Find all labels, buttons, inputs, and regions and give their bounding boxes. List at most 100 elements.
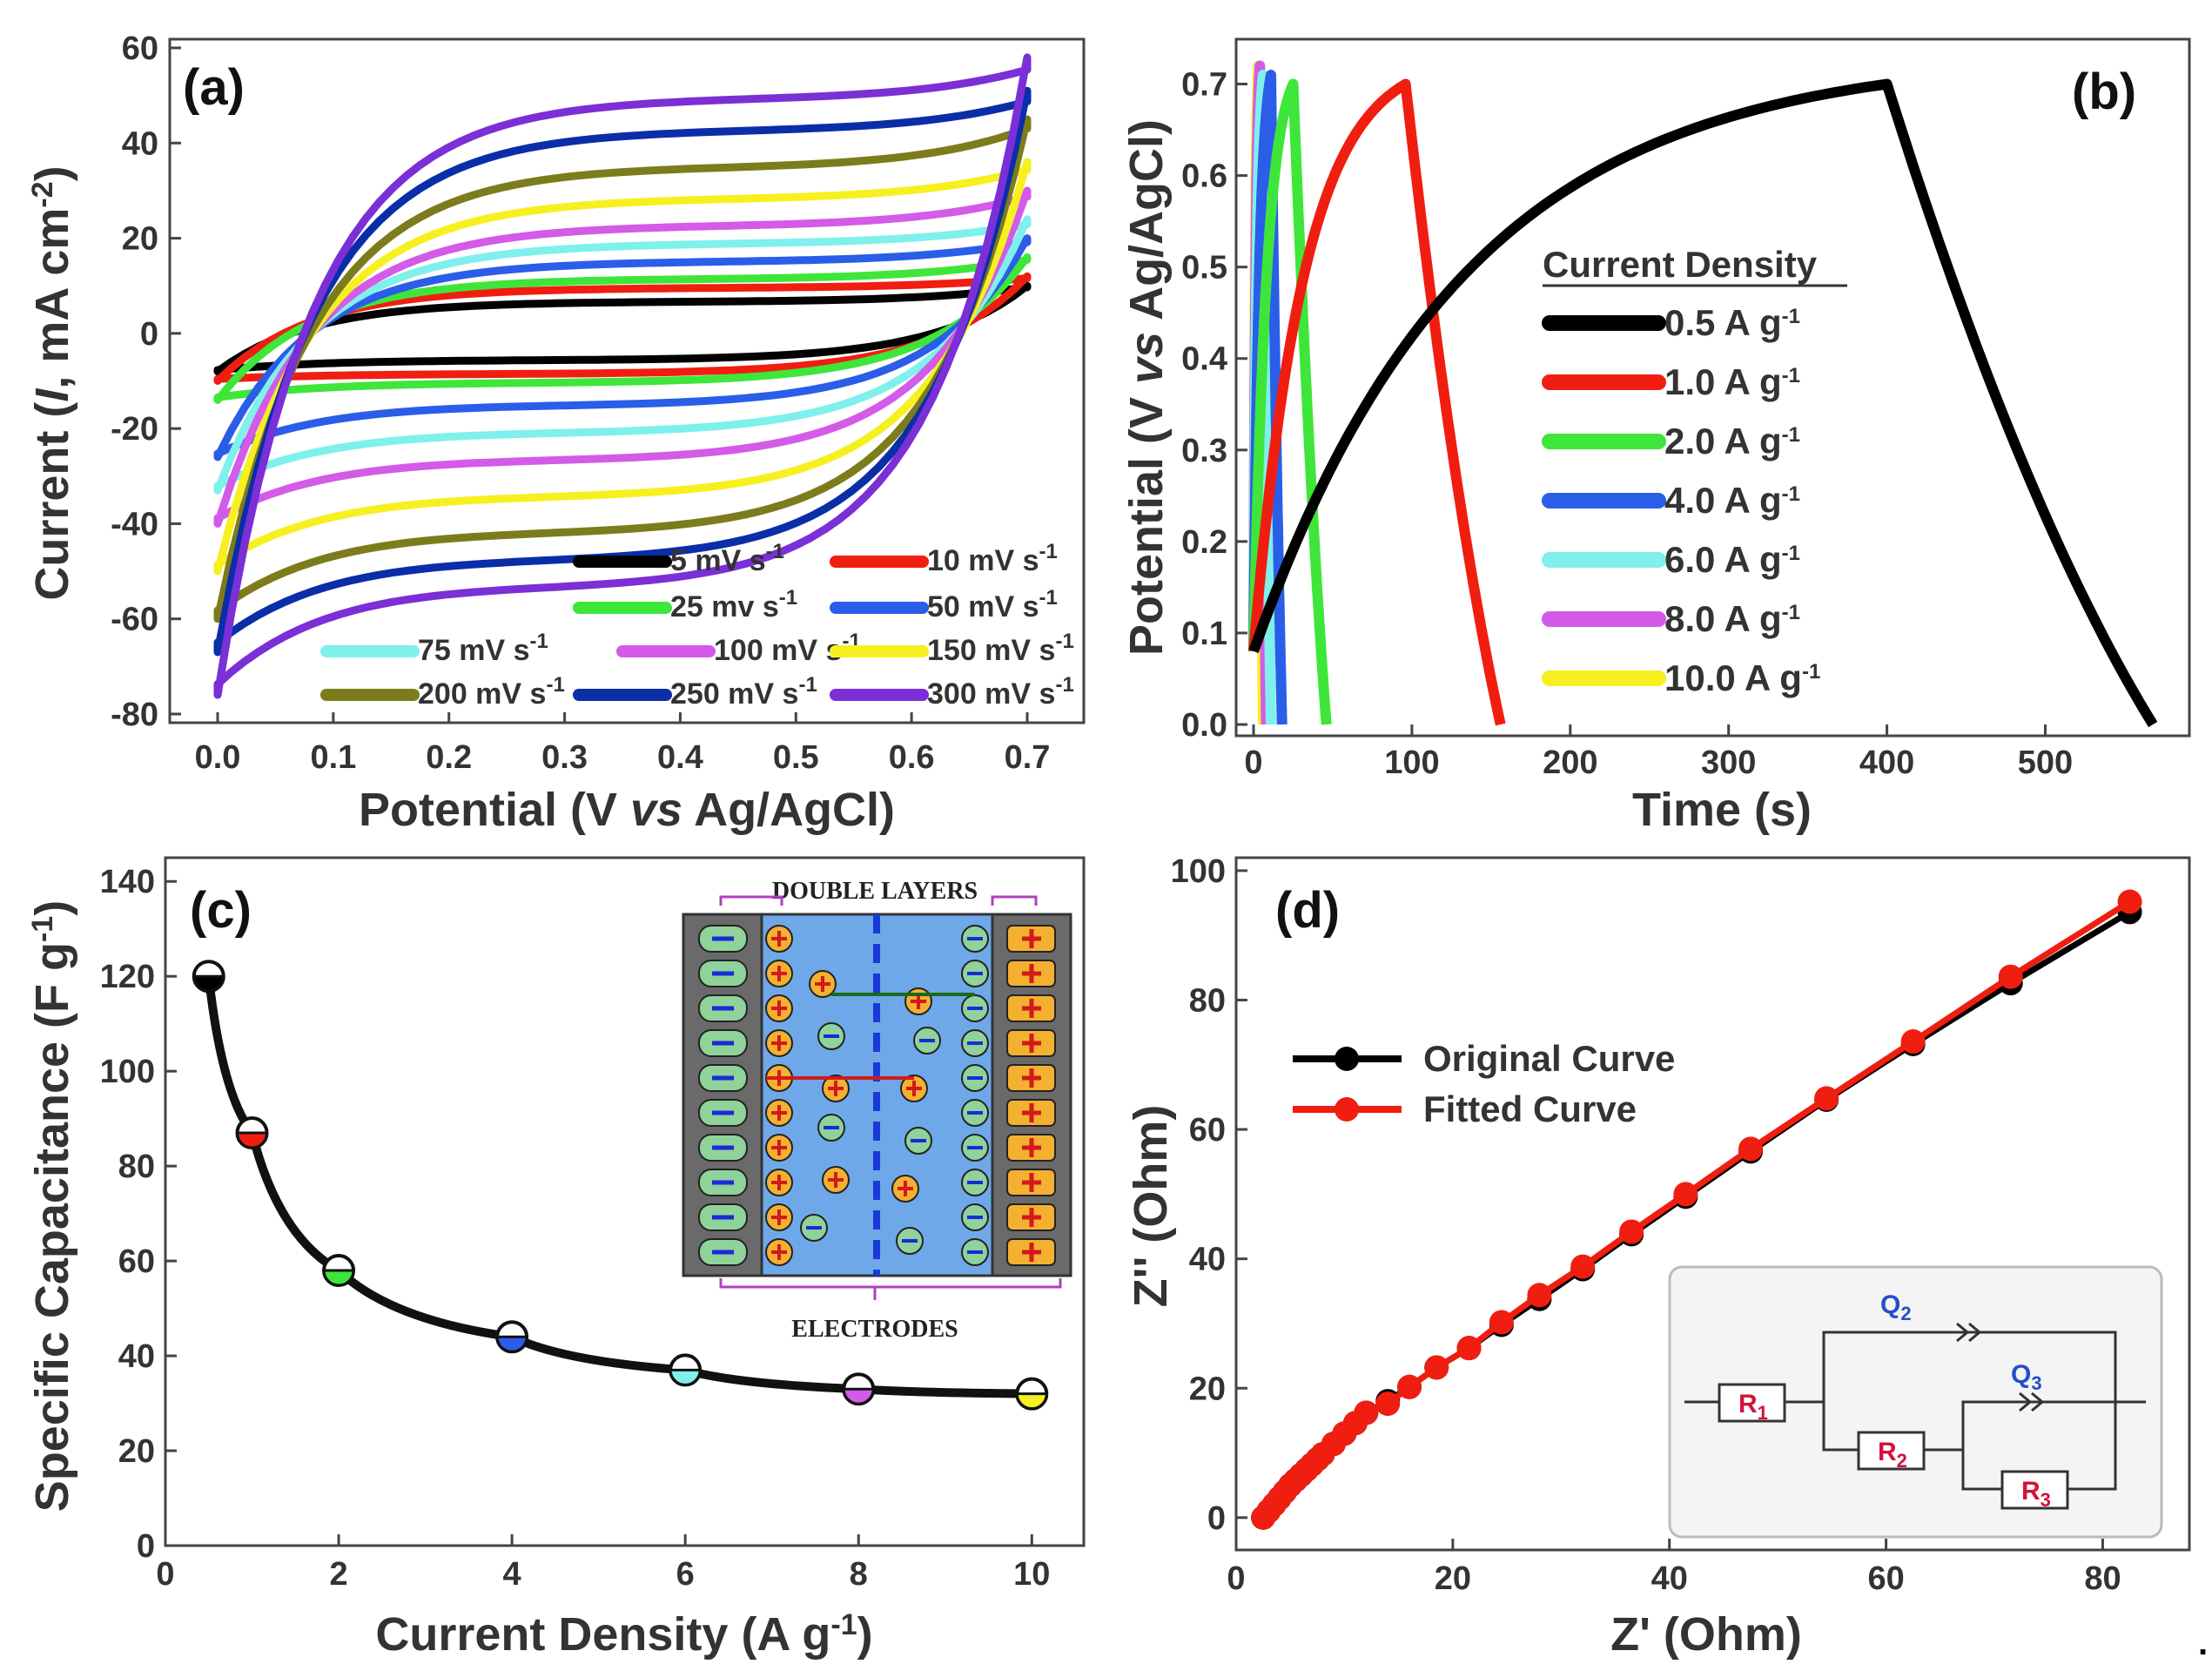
panel-c-label: (c): [190, 882, 252, 939]
panel-d-circuit-r1-label: R1: [1738, 1390, 1768, 1424]
panel-a-legend-entry-sup: -1: [530, 630, 548, 653]
panel-d-circuit-r1-label-text: R: [1738, 1390, 1758, 1418]
panel-c-xtick-label: 6: [676, 1556, 695, 1593]
panel-b-gcd-curve: [1248, 70, 1288, 725]
panel-a-legend-entry: 25 mv s-1: [670, 586, 797, 623]
panel-d-series-point: [1570, 1254, 1596, 1279]
panel-c-curves: [192, 960, 1049, 1411]
panel-a-ytick-label: 0: [140, 316, 158, 353]
panel-d-ytick-label: 20: [1189, 1371, 1226, 1407]
panel-b-legend-entry-text: 2.0 A g: [1664, 421, 1782, 462]
panel-d-circuit-resistor: [1857, 1431, 1926, 1471]
panel-a-legend-entry: 100 mV s-1: [714, 630, 861, 667]
panel-d-circuit-r3-label: R3: [2021, 1477, 2051, 1511]
panel-d-series-point: [1489, 1310, 1514, 1335]
panel-c-xlabel: Current Density (A g-1): [375, 1608, 872, 1661]
panel-a: 0.0 0.1 0.2 0.3 0.4 0.5 0.6 0.7 -80 -60 -40 -20 0 20 4…: [26, 30, 1086, 836]
panel-a-legend-entry-sup: -1: [766, 540, 784, 563]
panel-d-circuit-q3-label-text: Q: [2011, 1360, 2031, 1389]
panel-a-xtick-label: 0.7: [1005, 739, 1051, 776]
panel-d-circuit-r2-label-sup: 2: [1897, 1450, 1907, 1472]
panel-b-legend-entry-sup: -1: [1782, 305, 1800, 328]
panel-b-gcd-curve: [1248, 78, 1332, 725]
panel-c-xtick-label: 2: [329, 1556, 347, 1593]
panel-a-cv-curve: [213, 234, 1032, 462]
panel-a-label: (a): [183, 59, 245, 116]
trailing-dot: .: [2198, 1624, 2208, 1662]
panel-c-inset-brace-top: [719, 895, 1038, 906]
panel-d-ticks: 0 20 40 60 80 0 20 40 60 80 100: [1171, 853, 2121, 1597]
panel-a-legend-entry: 200 mV s-1: [418, 673, 565, 711]
panel-b-ytick-label: 0.6: [1181, 158, 1227, 195]
panel-a-legend-entry-sup: -1: [1055, 630, 1073, 653]
panel-b-legend-entry-sup: -1: [1782, 601, 1800, 624]
panel-c-ytick-label: 120: [100, 959, 155, 995]
panel-a-cv-curve: [213, 115, 1032, 623]
panel-a-legend-entry: 5 mV s-1: [670, 540, 784, 577]
panel-d-xtick-label: 0: [1227, 1560, 1245, 1597]
panel-a-legend-entry: 150 mV s-1: [927, 630, 1074, 667]
panel-c-marker: [495, 1320, 529, 1354]
panel-b-legend-entry-text: 10.0 A g: [1664, 657, 1802, 698]
panel-b-legend-entry-text: 1.0 A g: [1664, 361, 1782, 402]
panel-b-xtick-label: 400: [1859, 745, 1914, 781]
panel-d-xtick-label: 80: [2084, 1560, 2121, 1597]
panel-b-ticks: 0 100 200 300 400 500 0.0 0.1 0.2 0.3 0.4 0.5 0.6 0.7: [1181, 67, 2073, 781]
panel-d-legend: Original Curve Fitted Curve: [1293, 1038, 1675, 1129]
panel-a-legend-entry: 10 mV s-1: [927, 540, 1058, 577]
panel-a-ytick-label: 40: [122, 125, 158, 162]
panel-a-legend-entry-sup: -1: [779, 586, 797, 610]
panel-d-circuit-cpe-q2: [1956, 1322, 1982, 1343]
panel-b-legend-entry: 1.0 A g-1: [1664, 361, 1800, 402]
panel-c-ytick-label: 40: [118, 1338, 155, 1375]
panel-d-circuit-q3-label-sup: 3: [2031, 1372, 2041, 1394]
panel-d-series-point: [1424, 1355, 1449, 1380]
panel-d-series-point: [2117, 889, 2142, 914]
panel-a-legend-entry-text: 5 mV s: [670, 544, 766, 577]
panel-d-circuit-q2-label: Q2: [1880, 1290, 1912, 1324]
panel-d-frame: [1234, 856, 2191, 1552]
panel-d-ytick-label: 40: [1189, 1242, 1226, 1278]
panel-a-legend-entry: 75 mV s-1: [418, 630, 548, 667]
panel-c-ytick-label: 80: [118, 1149, 155, 1185]
panel-d-ytick-label: 60: [1189, 1112, 1226, 1149]
panel-d-xlabel: Z' (Ohm): [1610, 1608, 1802, 1661]
panel-a-curves: [213, 53, 1032, 699]
panel-b-legend-entry: 2.0 A g-1: [1664, 421, 1800, 462]
panel-c-marker: [235, 1116, 269, 1149]
panel-d-circuit-resistor: [1718, 1383, 1786, 1423]
panel-c-xtick-label: 10: [1013, 1556, 1050, 1593]
panel-b-ytick-label: 0.1: [1181, 616, 1227, 652]
panel-d-circuit-r3-label-text: R: [2021, 1477, 2041, 1506]
panel-d-series-point: [1900, 1029, 1926, 1054]
panel-b-xtick-label: 0: [1244, 745, 1262, 781]
panel-a-xtick-label: 0.0: [195, 739, 241, 776]
panel-c-marker: [669, 1353, 703, 1387]
panel-b-legend-entry: 10.0 A g-1: [1664, 657, 1820, 698]
panel-a-cv-curve: [213, 281, 1032, 376]
panel-c-xtick-label: 8: [850, 1556, 868, 1593]
panel-a-ytick-label: -40: [111, 506, 158, 542]
panel-d-series-point: [1397, 1374, 1422, 1399]
panel-d-circuit-q3-label: Q3: [2011, 1360, 2042, 1394]
panel-a-legend: 5 mV s-1 10 mV s-125 mv s-1 50 mV s-175 mV…: [320, 540, 1074, 711]
panel-a-ytick-label: -60: [111, 602, 158, 638]
panel-a-ylabel: Current (I, mA cm-2): [26, 165, 78, 600]
panel-a-legend-entry-sup: -1: [1039, 540, 1058, 563]
panel-a-xtick-label: 0.1: [310, 739, 356, 776]
panel-d-circuit-box: [1668, 1265, 2163, 1539]
panel-c-inset-bottom-label: ELECTRODES: [791, 1316, 958, 1343]
panel-b-frame: [1234, 37, 2191, 738]
panel-b-legend-entry: 4.0 A g-1: [1664, 480, 1800, 521]
panel-a-cv-curve: [213, 215, 1032, 495]
panel-b-legend-entry-text: 6.0 A g: [1664, 539, 1782, 580]
panel-a-ytick-label: -20: [111, 411, 158, 448]
panel-b-label: (b): [2072, 64, 2136, 120]
panel-b-legend-entry: 8.0 A g-1: [1664, 598, 1800, 639]
panel-a-legend-entry-text: 250 mV s: [670, 677, 798, 711]
panel-d-ylabel: Z'' (Ohm): [1125, 1105, 1177, 1308]
